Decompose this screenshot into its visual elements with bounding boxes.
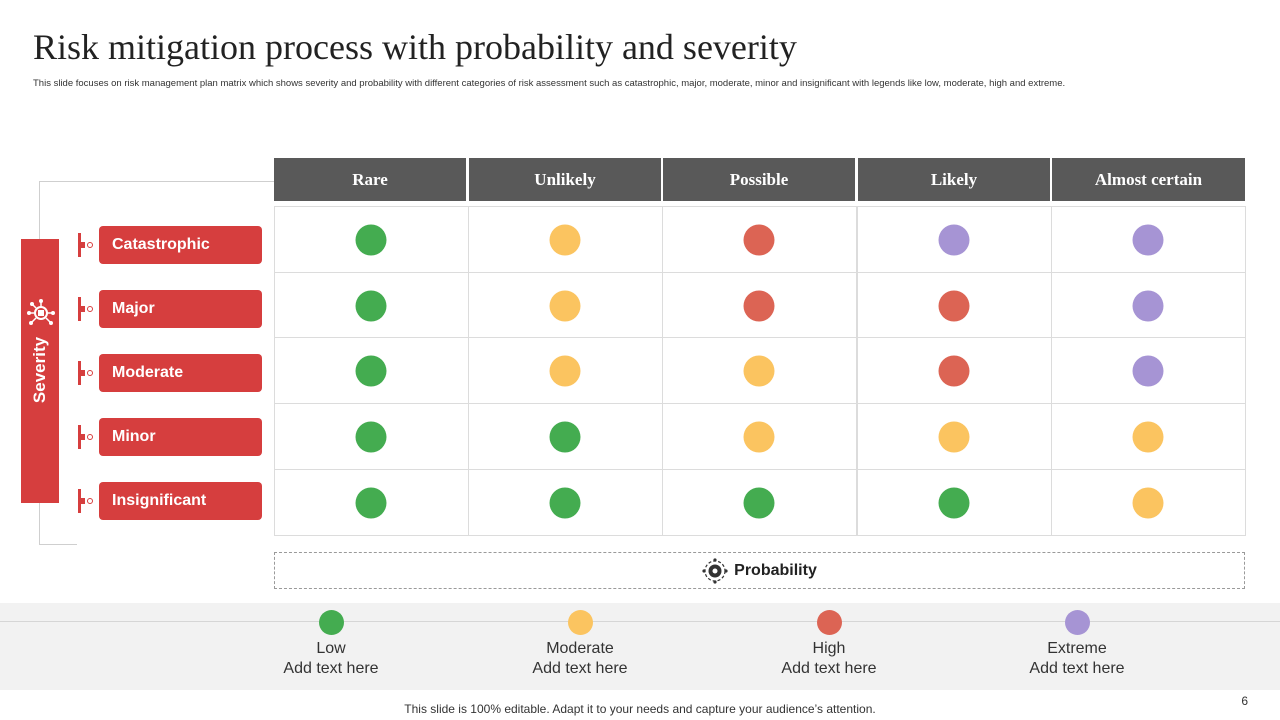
column-header-unlikely: Unlikely — [469, 158, 661, 201]
risk-dot-low — [743, 487, 775, 519]
risk-dot-extreme — [1132, 355, 1164, 387]
legend-name: Low — [316, 640, 346, 657]
legend-text: Add text here — [781, 660, 877, 677]
risk-dot-moderate — [1132, 421, 1164, 453]
column-header-possible: Possible — [663, 158, 855, 201]
risk-dot-low — [355, 224, 387, 256]
risk-dot-moderate — [743, 421, 775, 453]
risk-dot-low — [355, 290, 387, 322]
legend-item-high: High Add text here — [749, 610, 909, 679]
probability-axis: Probability — [274, 552, 1245, 589]
risk-dot-moderate — [938, 421, 970, 453]
risk-dot-low — [549, 421, 581, 453]
row-connector — [76, 425, 99, 449]
row-connector — [76, 233, 99, 257]
page-subtitle: This slide focuses on risk management pl… — [33, 78, 1066, 89]
row-label-minor: Minor — [99, 418, 262, 456]
legend-name: Extreme — [1047, 640, 1107, 657]
risk-dot-extreme — [1132, 290, 1164, 322]
legend-item-extreme: Extreme Add text here — [997, 610, 1157, 679]
severity-outline-top — [77, 181, 274, 182]
risk-dot-moderate — [549, 224, 581, 256]
row-connector — [76, 297, 99, 321]
row-label-moderate: Moderate — [99, 354, 262, 392]
risk-dot-high — [743, 224, 775, 256]
risk-dot-moderate — [549, 290, 581, 322]
row-label-catastrophic: Catastrophic — [99, 226, 262, 264]
probability-label: Probability — [734, 561, 817, 579]
row-label-insignificant: Insignificant — [99, 482, 262, 520]
legend-dot-high — [816, 610, 842, 635]
column-header-rare: Rare — [274, 158, 466, 201]
legend-text: Add text here — [532, 660, 628, 677]
network-risk-icon — [27, 299, 55, 325]
risk-dot-low — [549, 487, 581, 519]
gear-icon — [702, 557, 728, 584]
legend-item-low: Low Add text here — [251, 610, 411, 679]
risk-dot-low — [938, 487, 970, 519]
column-header-almost-certain: Almost certain — [1052, 158, 1245, 201]
risk-dot-high — [938, 355, 970, 387]
risk-dot-moderate — [549, 355, 581, 387]
legend-item-moderate: Moderate Add text here — [500, 610, 660, 679]
legend-text: Add text here — [1029, 660, 1125, 677]
risk-dot-low — [355, 421, 387, 453]
legend-dot-low — [318, 610, 344, 635]
legend-dot-extreme — [1064, 610, 1090, 635]
row-connector — [76, 489, 99, 513]
risk-dot-low — [355, 355, 387, 387]
legend-name: Moderate — [546, 640, 614, 657]
legend-name: High — [812, 640, 846, 657]
footer-note: This slide is 100% editable. Adapt it to… — [404, 702, 876, 716]
row-label-major: Major — [99, 290, 262, 328]
risk-dot-high — [938, 290, 970, 322]
column-header-likely: Likely — [858, 158, 1050, 201]
page-title: Risk mitigation process with probability… — [33, 27, 797, 67]
risk-dot-moderate — [1132, 487, 1164, 519]
risk-dot-extreme — [938, 224, 970, 256]
page-number: 6 — [1241, 694, 1248, 708]
severity-axis-label: Severity — [30, 336, 49, 404]
legend-divider — [0, 621, 1280, 622]
risk-dot-moderate — [743, 355, 775, 387]
row-connector — [76, 361, 99, 385]
legend-dot-moderate — [567, 610, 593, 635]
risk-dot-extreme — [1132, 224, 1164, 256]
risk-dot-low — [355, 487, 387, 519]
legend-text: Add text here — [283, 660, 379, 677]
severity-bar — [21, 239, 59, 503]
risk-dot-high — [743, 290, 775, 322]
